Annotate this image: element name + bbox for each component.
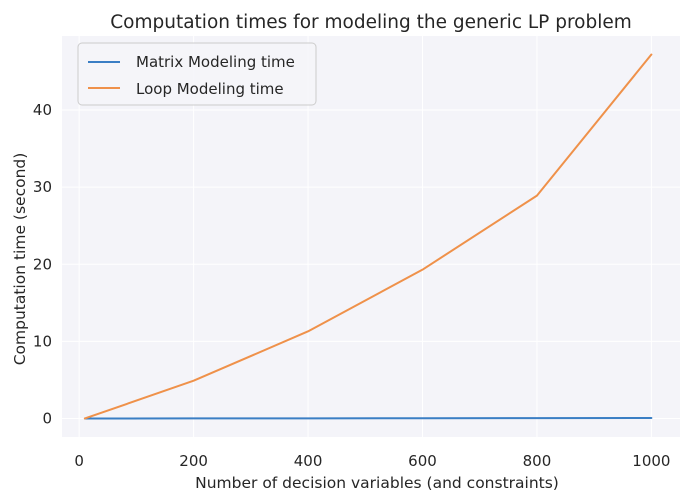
y-tick-label: 0 <box>42 409 52 427</box>
y-tick-label: 40 <box>33 101 52 119</box>
legend-label-matrix: Matrix Modeling time <box>136 53 295 71</box>
chart-title: Computation times for modeling the gener… <box>110 12 632 33</box>
x-tick-label: 0 <box>74 452 84 470</box>
y-axis-label: Computation time (second) <box>11 153 29 366</box>
x-tick-label: 400 <box>294 452 323 470</box>
y-axis-ticks: 0 10 20 30 40 <box>33 101 52 427</box>
x-tick-label: 1000 <box>632 452 670 470</box>
series-lines <box>83 53 653 420</box>
series-line-matrix <box>83 416 653 420</box>
legend-label-loop: Loop Modeling time <box>136 80 284 98</box>
x-tick-label: 800 <box>523 452 552 470</box>
x-tick-label: 200 <box>179 452 208 470</box>
x-axis-label: Number of decision variables (and constr… <box>195 474 559 492</box>
legend-box <box>77 42 317 106</box>
y-tick-label: 30 <box>33 178 52 196</box>
y-tick-label: 20 <box>33 255 52 273</box>
series-line-loop <box>83 53 653 420</box>
x-tick-label: 600 <box>408 452 437 470</box>
x-axis-ticks: 0 200 400 600 800 1000 <box>74 452 670 470</box>
legend: Matrix Modeling time Loop Modeling time <box>77 42 317 106</box>
y-tick-label: 10 <box>33 332 52 350</box>
